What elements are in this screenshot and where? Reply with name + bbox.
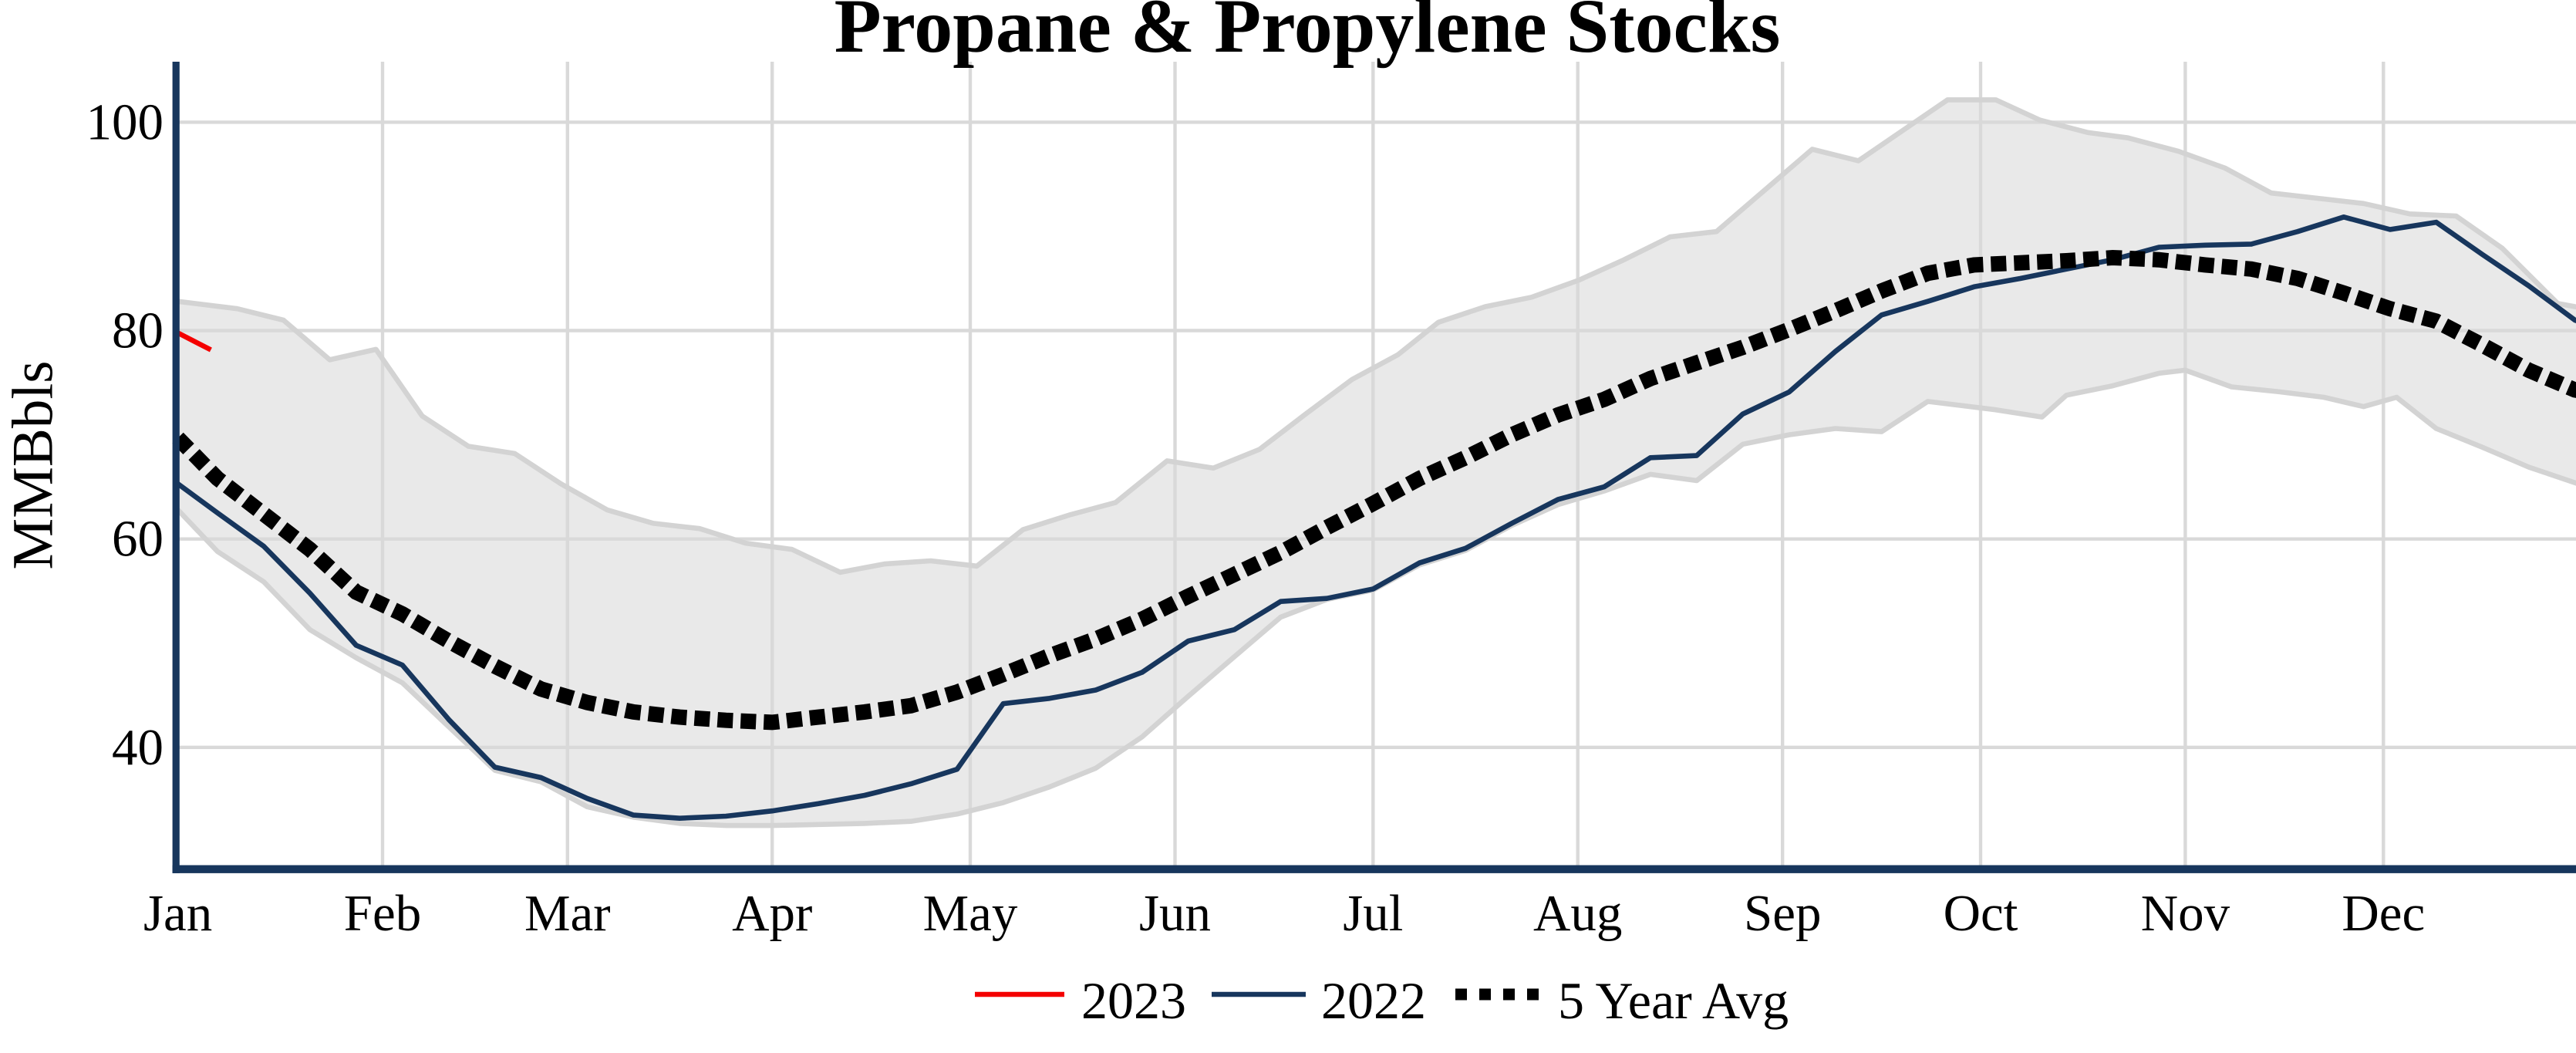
svg-text:100: 100 (86, 93, 164, 150)
svg-text:Dec: Dec (2342, 885, 2425, 942)
svg-text:Oct: Oct (1944, 885, 2018, 942)
svg-text:Jun: Jun (1139, 885, 1211, 942)
svg-text:Nov: Nov (2141, 885, 2230, 942)
svg-text:80: 80 (112, 302, 164, 359)
svg-text:Propane & Propylene Stocks: Propane & Propylene Stocks (835, 0, 1781, 69)
svg-text:MMBbls: MMBbls (2, 361, 66, 570)
svg-text:5 Year Avg: 5 Year Avg (1558, 971, 1789, 1030)
svg-text:40: 40 (112, 719, 164, 776)
svg-text:2022: 2022 (1321, 971, 1426, 1030)
svg-text:Apr: Apr (732, 885, 812, 942)
svg-text:Jan: Jan (143, 885, 212, 942)
svg-text:2023: 2023 (1081, 971, 1186, 1030)
svg-text:60: 60 (112, 511, 164, 568)
svg-text:Jul: Jul (1343, 885, 1403, 942)
svg-text:Sep: Sep (1744, 885, 1822, 942)
svg-text:Mar: Mar (524, 885, 611, 942)
svg-text:Aug: Aug (1533, 885, 1622, 942)
svg-text:Feb: Feb (344, 885, 422, 942)
svg-text:May: May (923, 885, 1018, 942)
